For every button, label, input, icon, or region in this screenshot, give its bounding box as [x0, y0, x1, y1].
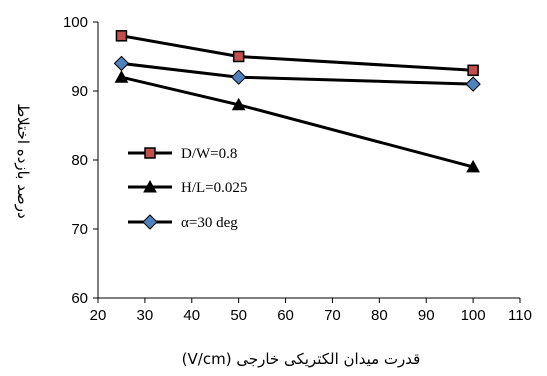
x-tick-label: 50 [230, 307, 247, 324]
legend-item: α=30 deg [128, 214, 238, 231]
x-tick-label: 100 [461, 307, 486, 324]
data-point [467, 64, 479, 77]
x-tick-label: 110 [508, 307, 532, 324]
legend-marker [142, 214, 158, 230]
legend-label: D/W=0.8 [181, 146, 237, 162]
data-point [465, 76, 481, 92]
legend: D/W=0.8 H/L=0.025 α=30 deg [128, 146, 247, 231]
data-point [231, 97, 246, 111]
x-tick-label: 30 [137, 307, 154, 324]
legend-marker [144, 147, 156, 159]
series-line [121, 34, 474, 72]
series-line [121, 75, 474, 169]
y-tick-label: 90 [71, 83, 88, 100]
series-0 [115, 30, 479, 77]
data-point [230, 69, 247, 85]
x-tick-label: 90 [418, 307, 435, 324]
y-tick-label: 80 [71, 152, 88, 169]
series-2 [113, 55, 481, 92]
y-axis-label: درصد بازده اختلاط [14, 103, 32, 218]
legend-label: α=30 deg [181, 215, 238, 231]
data-point [114, 70, 129, 83]
x-axis-label: قدرت میدان الکتریکی خارجی (V/cm) [182, 350, 421, 368]
legend-item: H/L=0.025 [128, 179, 247, 196]
data-point [113, 55, 130, 72]
data-point [115, 30, 128, 42]
y-tick-label: 60 [71, 290, 88, 307]
x-tick-label: 80 [371, 307, 388, 324]
data-point [232, 50, 245, 63]
data-point [466, 159, 480, 173]
ticks: 20 30 40 50 60 70 80 90 100 110 60 70 80 90 100 [63, 14, 532, 324]
x-tick-label: 20 [90, 307, 107, 324]
x-tick-label: 70 [324, 307, 341, 324]
legend-label: H/L=0.025 [181, 180, 247, 196]
series-1 [114, 70, 480, 173]
y-tick-label: 70 [71, 221, 88, 238]
x-tick-label: 60 [277, 307, 294, 324]
legend-item: D/W=0.8 [128, 146, 237, 162]
axes [97, 22, 520, 299]
x-tick-label: 40 [183, 307, 200, 324]
legend-marker [143, 179, 157, 193]
series-layer [113, 30, 481, 173]
y-tick-label: 100 [63, 14, 88, 31]
